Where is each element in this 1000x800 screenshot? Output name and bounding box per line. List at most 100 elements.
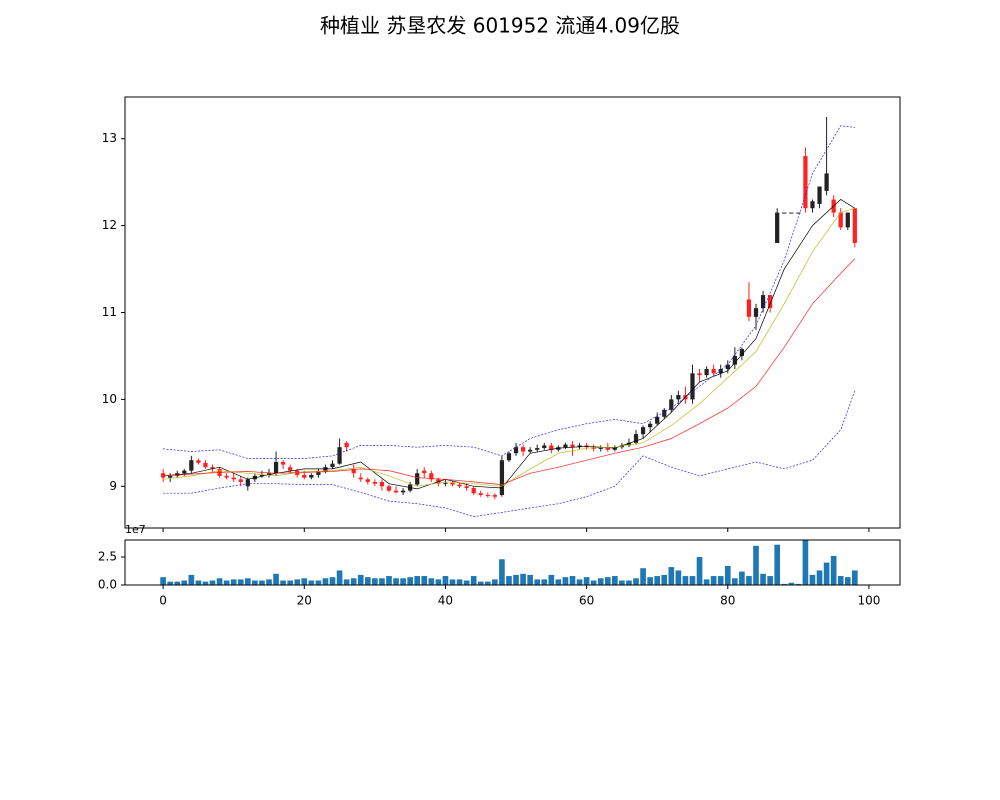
candle-body: [796, 212, 801, 214]
candle-body: [499, 460, 505, 495]
volume-bar: [209, 580, 216, 585]
candle-body: [612, 447, 617, 450]
candle-body: [655, 416, 660, 424]
candle-body: [259, 474, 265, 476]
y-tick-label: 13: [102, 131, 117, 145]
volume-bar: [499, 559, 505, 585]
candle-body: [231, 477, 236, 480]
candle-body: [492, 494, 497, 497]
x-tick-label: 20: [297, 594, 312, 608]
volume-bar: [619, 580, 625, 585]
candle-body: [309, 474, 314, 478]
candle-body: [662, 409, 667, 417]
volume-bar: [555, 579, 562, 585]
candle-body: [605, 447, 610, 450]
volume-bar: [767, 576, 773, 585]
volume-bar: [435, 579, 442, 585]
candle-body: [288, 467, 293, 471]
candle-body: [535, 448, 540, 450]
plot-frame: [124, 96, 901, 529]
candle-body: [711, 368, 716, 374]
volume-bar: [336, 570, 343, 585]
x-tick-label: 80: [720, 594, 735, 608]
volume-bar: [329, 577, 336, 585]
volume-bar: [781, 583, 788, 585]
candle-body: [648, 423, 653, 428]
volume-bar: [421, 576, 428, 585]
candle-body: [365, 479, 370, 482]
x-tick-label: 40: [438, 594, 453, 608]
volume-bar: [569, 576, 576, 585]
candle-body: [393, 490, 399, 493]
candle-body: [316, 471, 321, 475]
candle-body: [845, 212, 850, 228]
volume-bar: [223, 580, 230, 585]
candle-body: [203, 462, 208, 468]
volume-bar: [527, 574, 533, 585]
volume-bar: [823, 562, 830, 585]
volume-bar: [379, 578, 385, 585]
volume-y-tick-label: 0.0: [98, 578, 117, 592]
volume-bar: [802, 540, 809, 585]
offset-label: 1e7: [125, 523, 146, 536]
candle-body: [422, 470, 427, 474]
volume-bar: [386, 576, 392, 585]
candle-body: [238, 479, 243, 482]
candle-body: [697, 373, 702, 376]
volume-bar: [237, 579, 244, 585]
volume-bar: [682, 576, 689, 585]
volume-bar: [788, 582, 795, 585]
volume-bar: [230, 579, 237, 585]
volume-bar: [315, 580, 322, 585]
volume-bar: [520, 573, 526, 585]
volume-bar: [534, 579, 541, 585]
candle-body: [817, 186, 822, 204]
candle-body: [372, 481, 377, 484]
volume-bar: [837, 576, 844, 585]
y-tick-label: 11: [102, 305, 117, 319]
volume-bar: [357, 574, 364, 585]
candle-body: [690, 373, 695, 400]
volume-bar: [654, 576, 661, 585]
candle-body: [669, 399, 674, 410]
volume-bar: [852, 570, 858, 585]
volume-bar: [364, 577, 371, 585]
candle-body: [337, 447, 342, 464]
volume-bar: [160, 577, 166, 585]
volume-bar: [456, 579, 463, 585]
candle-body: [266, 473, 272, 475]
candle-body: [824, 173, 829, 191]
candle-body: [640, 427, 646, 435]
volume-bar: [280, 580, 286, 585]
candle-body: [323, 467, 328, 472]
candle-body: [704, 368, 709, 376]
candle-body: [379, 481, 385, 487]
volume-bar: [562, 577, 569, 585]
volume-bar: [188, 574, 195, 585]
volume-bar: [724, 565, 731, 585]
candle-body: [789, 212, 794, 214]
volume-bar: [308, 580, 315, 585]
y-tick-label: 10: [102, 392, 117, 406]
candle-body: [577, 445, 582, 448]
volume-bar: [343, 579, 350, 585]
candle-body: [626, 442, 632, 446]
volume-bar: [703, 579, 710, 585]
volume-bar: [696, 557, 703, 585]
candle-body: [732, 355, 737, 365]
candle-body: [760, 295, 766, 309]
volume-bar: [739, 571, 745, 585]
volume-bar: [689, 576, 696, 585]
volume-bar: [266, 579, 272, 585]
candle-body: [633, 434, 639, 443]
candle-body: [556, 447, 561, 450]
volume-bar: [400, 578, 406, 585]
candle-body: [753, 308, 759, 317]
volume-y-tick-label: 2.5: [98, 550, 117, 564]
volume-bar: [590, 580, 597, 585]
candle-body: [739, 348, 745, 356]
candle-body: [549, 445, 554, 450]
volume-bar: [668, 567, 675, 585]
candle-body: [725, 364, 730, 369]
